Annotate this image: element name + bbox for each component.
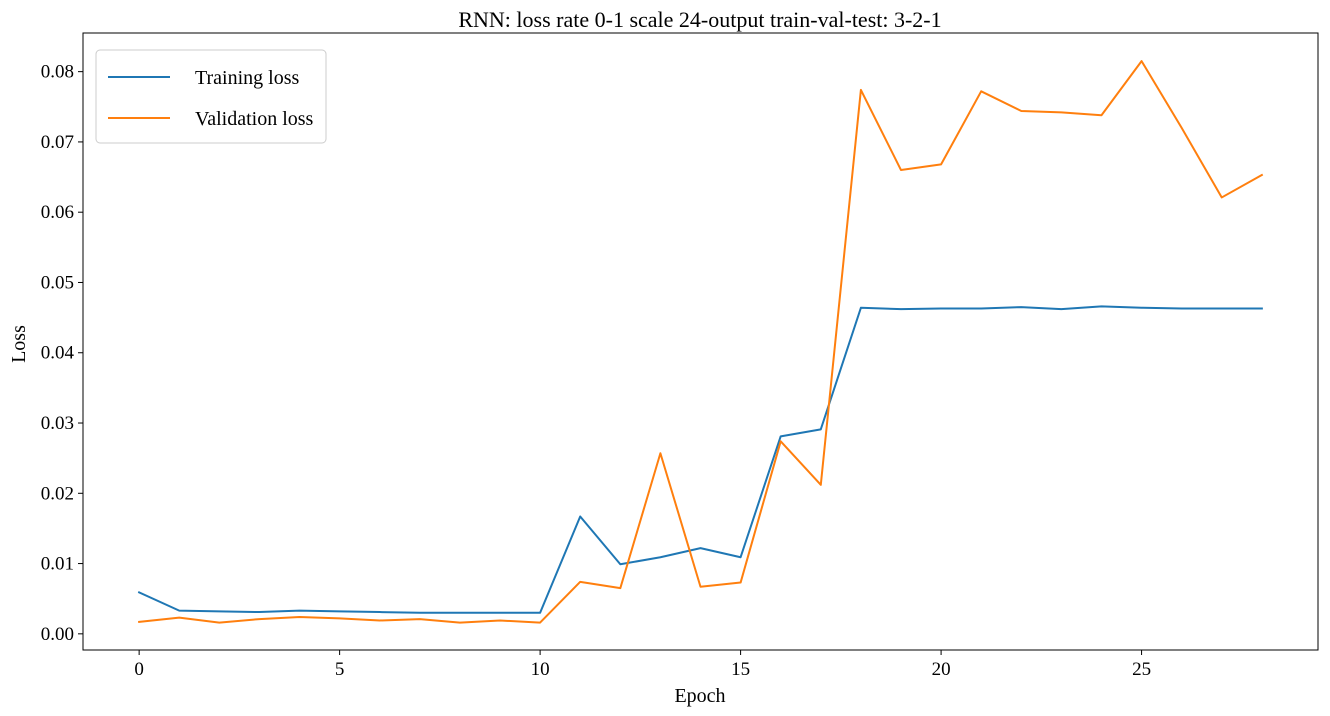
legend: Training loss Validation loss bbox=[95, 49, 327, 144]
x-tick-label: 5 bbox=[335, 659, 345, 680]
x-tick-label: 0 bbox=[134, 659, 144, 680]
y-axis-label: Loss bbox=[8, 325, 30, 363]
y-tick-label: 0.05 bbox=[41, 272, 74, 293]
y-tick-label: 0.06 bbox=[41, 202, 74, 223]
y-axis: 0.00 0.01 0.02 0.03 0.04 0.05 0.06 0.07 0.08 bbox=[41, 62, 83, 645]
x-tick-label: 10 bbox=[531, 659, 550, 680]
x-axis-label: Epoch bbox=[674, 685, 725, 707]
legend-box bbox=[95, 49, 327, 144]
legend-label: Validation loss bbox=[195, 108, 314, 130]
chart-title: RNN: loss rate 0-1 scale 24-output train… bbox=[458, 7, 941, 32]
x-tick-label: 25 bbox=[1132, 659, 1151, 680]
legend-label: Training loss bbox=[195, 67, 300, 89]
y-tick-label: 0.01 bbox=[41, 554, 74, 575]
y-tick-label: 0.08 bbox=[41, 62, 74, 83]
series-line-validation-loss bbox=[138, 60, 1264, 624]
x-axis: 0 5 10 15 20 25 bbox=[134, 650, 1151, 680]
y-tick-label: 0.07 bbox=[41, 132, 74, 153]
y-tick-label: 0.04 bbox=[41, 343, 75, 364]
x-tick-label: 15 bbox=[731, 659, 750, 680]
series-line-training-loss bbox=[137, 305, 1263, 614]
y-tick-label: 0.03 bbox=[41, 413, 74, 434]
series-lines bbox=[137, 60, 1264, 624]
plot-area-frame bbox=[82, 32, 1319, 651]
y-tick-label: 0.02 bbox=[41, 483, 74, 504]
x-tick-label: 20 bbox=[932, 659, 951, 680]
y-tick-label: 0.00 bbox=[41, 624, 74, 645]
